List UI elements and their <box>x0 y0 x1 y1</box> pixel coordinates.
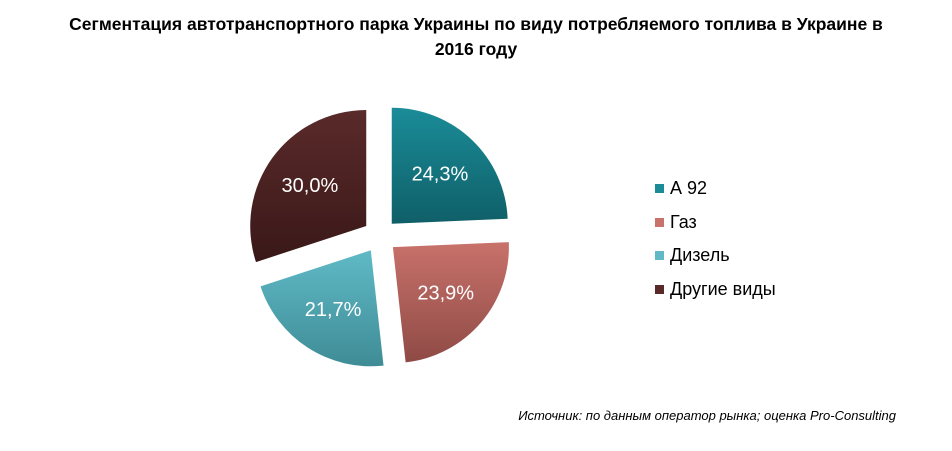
pie-label-2: 21,7% <box>305 299 362 321</box>
chart-title-line-2: 2016 году <box>434 39 518 59</box>
legend-label-gas: Газ <box>670 211 697 232</box>
legend-swatch-other <box>655 284 664 294</box>
pie-slice-1 <box>392 242 509 363</box>
legend-label-a92: А 92 <box>670 178 708 199</box>
legend-item-a92: А 92 <box>655 172 776 206</box>
pie-slice-2 <box>260 250 384 367</box>
legend-item-diesel: Дизель <box>655 239 776 273</box>
legend-item-other: Другие виды <box>655 273 776 307</box>
pie-label-3: 30,0% <box>282 175 339 197</box>
legend: А 92 Газ Дизель Другие виды <box>655 172 776 306</box>
pie-label-0: 24,3% <box>412 163 469 185</box>
chart-title-line-1: Сегментация автотранспортного парка Укра… <box>69 14 883 34</box>
legend-swatch-gas <box>655 217 664 227</box>
legend-label-other: Другие виды <box>670 278 776 299</box>
pie-label-1: 23,9% <box>417 282 474 304</box>
source-note: Источник: по данным оператор рынка; оцен… <box>518 408 896 423</box>
legend-item-gas: Газ <box>655 206 776 240</box>
chart-title: Сегментация автотранспортного парка Укра… <box>0 12 952 62</box>
pie-slice-3 <box>250 110 367 263</box>
pie-slice-0 <box>391 107 508 224</box>
legend-swatch-diesel <box>655 251 664 261</box>
legend-label-diesel: Дизель <box>670 245 730 266</box>
legend-swatch-a92 <box>655 184 664 194</box>
